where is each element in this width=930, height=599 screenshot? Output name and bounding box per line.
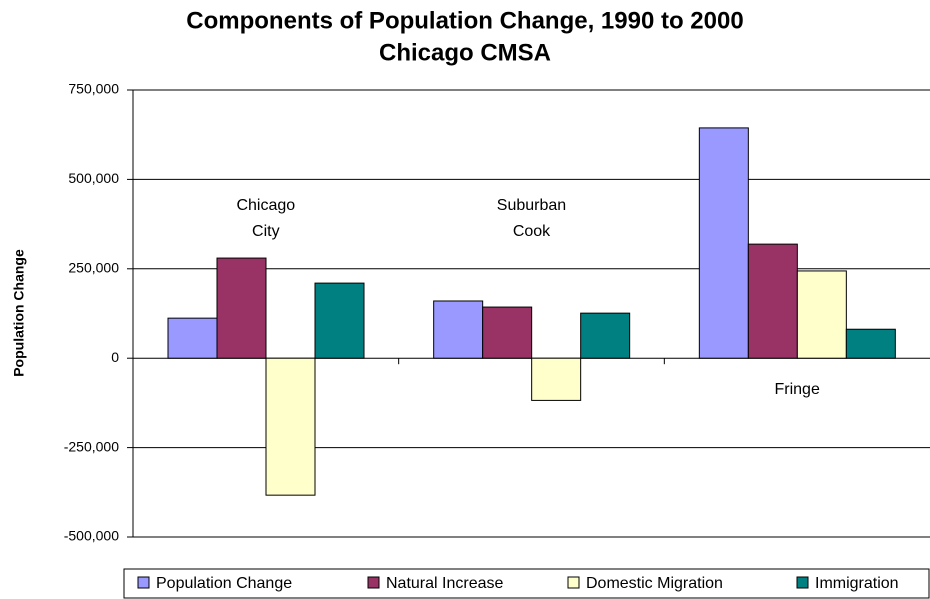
bar <box>433 300 484 359</box>
legend-label: Immigration <box>815 575 899 592</box>
legend-swatch <box>367 576 380 589</box>
legend-label: Domestic Migration <box>586 575 723 592</box>
bar <box>314 282 365 359</box>
bar <box>747 243 798 359</box>
bar <box>482 306 533 359</box>
category-label: Suburban Cook <box>497 197 566 240</box>
category-label: Fringe <box>774 381 819 398</box>
y-tick-label: 0 <box>111 349 119 365</box>
bar <box>580 312 631 359</box>
legend-label: Population Change <box>156 575 292 592</box>
bar <box>796 270 847 359</box>
y-tick-label: -500,000 <box>64 528 119 544</box>
y-tick-label: -250,000 <box>64 438 119 454</box>
legend-box <box>123 568 930 599</box>
legend-swatch <box>796 576 809 589</box>
bar <box>845 328 896 359</box>
chart-subtitle: Chicago CMSA <box>379 39 551 66</box>
legend-label: Natural Increase <box>386 575 503 592</box>
legend: Population Change Natural Increase Domesti… <box>123 568 930 599</box>
y-tick-label: 500,000 <box>68 170 119 186</box>
bar <box>216 257 267 359</box>
legend-swatch <box>567 576 580 589</box>
y-axis-label: Population Change <box>11 249 27 377</box>
y-tick-label: 250,000 <box>68 260 119 276</box>
bar <box>167 317 218 359</box>
y-tick-label: 750,000 <box>68 81 119 97</box>
bar <box>531 357 582 401</box>
legend-swatch <box>137 576 150 589</box>
bar <box>698 127 749 359</box>
category-label: Chicago City <box>236 197 295 240</box>
chart-title: Components of Population Change, 1990 to… <box>186 7 743 34</box>
bar <box>265 357 316 496</box>
